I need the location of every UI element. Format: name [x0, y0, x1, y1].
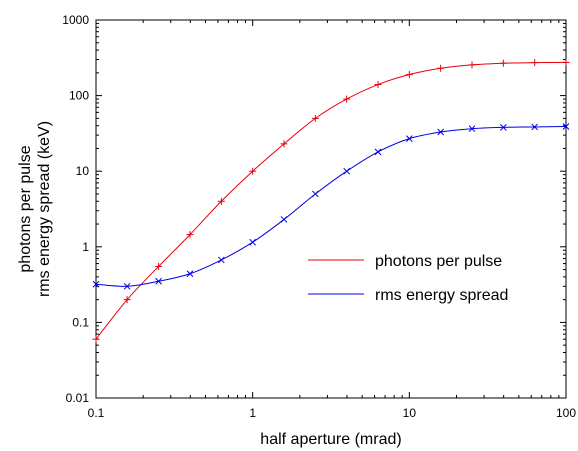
data-point-rms-energy-spread — [155, 277, 162, 285]
data-point-rms-energy-spread — [499, 124, 507, 131]
y-tick-label: 10 — [76, 164, 90, 178]
data-point-photons-per-pulse — [562, 58, 570, 66]
data-point-rms-energy-spread — [311, 190, 319, 198]
y-axis-label-line-2: rms energy spread (keV) — [36, 121, 53, 297]
x-tick-label: 1 — [249, 406, 256, 420]
data-point-photons-per-pulse — [405, 71, 413, 79]
series-line-rms-energy-spread — [95, 126, 567, 287]
data-point-rms-energy-spread — [217, 256, 225, 264]
data-point-rms-energy-spread — [437, 128, 445, 136]
data-point-photons-per-pulse — [92, 335, 100, 343]
y-tick-label: 0.01 — [66, 391, 90, 405]
data-point-rms-energy-spread — [343, 167, 351, 175]
y-tick-label: 1000 — [62, 13, 89, 27]
data-point-photons-per-pulse — [280, 140, 288, 148]
data-point-photons-per-pulse — [217, 197, 225, 205]
data-point-photons-per-pulse — [499, 59, 507, 67]
data-point-rms-energy-spread — [186, 270, 194, 278]
y-tick-label: 100 — [69, 89, 89, 103]
data-point-photons-per-pulse — [123, 296, 131, 304]
data-point-rms-energy-spread — [280, 216, 288, 223]
data-point-photons-per-pulse — [531, 59, 539, 67]
axis-ticks — [95, 20, 566, 399]
data-point-rms-energy-spread — [405, 135, 413, 142]
data-point-photons-per-pulse — [249, 167, 257, 175]
data-point-photons-per-pulse — [343, 95, 351, 103]
x-tick-label: 10 — [403, 406, 417, 420]
data-point-photons-per-pulse — [374, 81, 382, 89]
data-point-rms-energy-spread — [123, 282, 131, 290]
series-rms-energy-spread — [92, 123, 570, 290]
y-tick-label: 0.1 — [72, 315, 89, 329]
legend: photons per pulse rms energy spread — [308, 253, 508, 304]
y-tick-label: 1 — [82, 240, 89, 254]
data-point-rms-energy-spread — [562, 123, 570, 130]
legend-label-photons-per-pulse: photons per pulse — [375, 253, 502, 270]
data-point-photons-per-pulse — [437, 64, 445, 72]
data-point-rms-energy-spread — [249, 238, 257, 246]
series-line-photons-per-pulse — [95, 61, 567, 340]
x-axis-label: half aperture (mrad) — [260, 431, 401, 448]
data-point-rms-energy-spread — [374, 148, 382, 156]
series-layer — [92, 58, 570, 343]
plot-area-frame — [95, 19, 567, 399]
series-photons-per-pulse — [92, 58, 570, 343]
y-axis-label-line-1: photons per pulse — [17, 145, 34, 272]
y-axis-label: photons per pulse rms energy spread (keV… — [17, 121, 53, 297]
x-tick-label: 0.1 — [88, 406, 105, 420]
data-point-rms-energy-spread — [531, 123, 539, 131]
legend-label-rms-energy-spread: rms energy spread — [375, 287, 508, 304]
data-point-photons-per-pulse — [155, 262, 163, 270]
data-point-photons-per-pulse — [186, 231, 194, 239]
data-point-rms-energy-spread — [92, 280, 100, 288]
x-tick-label: 100 — [556, 406, 576, 420]
data-point-photons-per-pulse — [468, 61, 476, 69]
data-point-photons-per-pulse — [311, 114, 319, 122]
data-point-rms-energy-spread — [468, 125, 476, 133]
